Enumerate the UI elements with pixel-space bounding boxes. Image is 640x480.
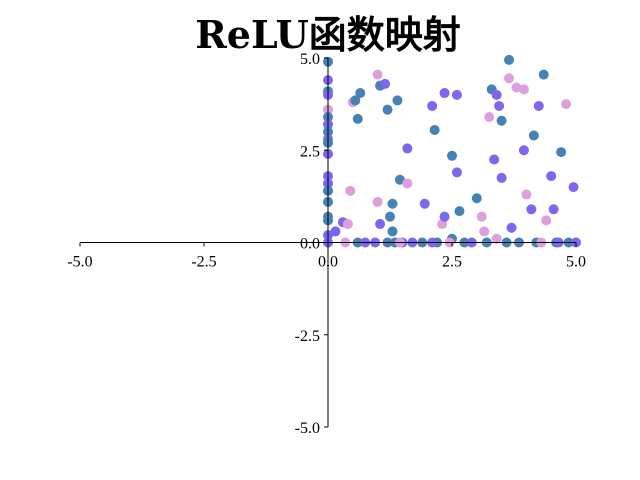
- scatter-point: [506, 222, 517, 233]
- x-tick-label: -5.0: [67, 254, 92, 271]
- x-tick-label: 0.0: [318, 254, 338, 271]
- scatter-point: [372, 69, 383, 80]
- scatter-point: [375, 219, 386, 230]
- scatter-point: [330, 226, 341, 237]
- scatter-point: [496, 172, 507, 183]
- scatter-point: [471, 193, 482, 204]
- scatter-point: [439, 211, 450, 222]
- scatter-point: [387, 198, 398, 209]
- scatter-point: [504, 54, 515, 65]
- scatter-point: [439, 88, 450, 99]
- scatter-point: [352, 113, 363, 124]
- scatter-point: [491, 233, 502, 244]
- scatter-point: [546, 171, 557, 182]
- scatter-point: [526, 204, 537, 215]
- scatter-point: [528, 130, 539, 141]
- scatter-point: [345, 185, 356, 196]
- scatter-point: [394, 174, 405, 185]
- scatter-point: [521, 189, 532, 200]
- scatter-point: [548, 204, 559, 215]
- scatter-points: [323, 54, 581, 248]
- scatter-point: [504, 73, 515, 84]
- scatter-point: [451, 167, 462, 178]
- scatter-point: [541, 215, 552, 226]
- scatter-point: [538, 69, 549, 80]
- x-tick-label: 5.0: [566, 254, 586, 271]
- scatter-point: [429, 124, 440, 135]
- scatter-point: [533, 100, 544, 111]
- scatter-point: [402, 143, 413, 154]
- scatter-point: [479, 226, 490, 237]
- scatter-point: [489, 154, 500, 165]
- scatter-point: [385, 211, 395, 222]
- scatter-point: [392, 95, 403, 106]
- scatter-point: [382, 104, 393, 115]
- scatter-point: [372, 196, 383, 207]
- ticks: -5.0 -2.5 0.0 2.5 5.0 5.0 2.5 0.0 -2.5 -5.0: [67, 51, 586, 437]
- scatter-point: [496, 115, 507, 126]
- scatter-point: [484, 112, 495, 123]
- scatter-point: [561, 99, 572, 110]
- scatter-point: [476, 211, 487, 222]
- chart-title: ReLU函数映射: [195, 12, 461, 57]
- scatter-point: [568, 182, 579, 193]
- scatter-point: [342, 219, 353, 230]
- x-tick-label: -2.5: [191, 254, 216, 271]
- x-tick-label: 2.5: [442, 254, 462, 271]
- scatter-point: [518, 145, 529, 156]
- y-tick-label: -2.5: [295, 328, 320, 345]
- scatter-point: [380, 78, 391, 89]
- scatter-point: [556, 147, 567, 158]
- y-tick-label: 5.0: [300, 51, 320, 68]
- y-tick-label: 0.0: [300, 236, 320, 253]
- scatter-point: [491, 89, 502, 100]
- scatter-point: [350, 95, 361, 106]
- scatter-point: [387, 226, 398, 237]
- scatter-point: [447, 150, 457, 161]
- scatter-point: [518, 84, 529, 95]
- scatter-point: [451, 89, 462, 100]
- scatter-point: [454, 206, 465, 217]
- scatter-point: [494, 100, 505, 111]
- y-tick-label: 2.5: [300, 143, 320, 160]
- scatter-point: [419, 198, 430, 209]
- y-tick-label: -5.0: [295, 420, 320, 437]
- scatter-point: [355, 88, 366, 99]
- scatter-point: [402, 178, 413, 189]
- scatter-point: [427, 100, 438, 111]
